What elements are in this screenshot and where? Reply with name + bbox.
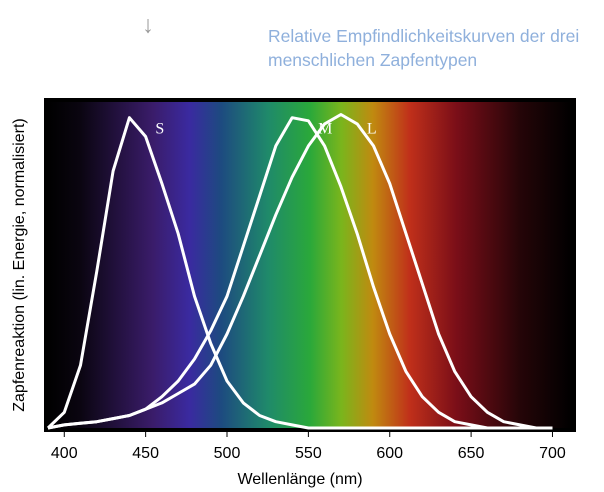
- x-tick-label: 700: [539, 445, 566, 462]
- y-axis-label: Zapfenreaktion (lin. Energie, normalisie…: [11, 118, 28, 411]
- caption: Relative Empfindlichkeitskurven der drei…: [268, 26, 580, 70]
- x-tick-label: 500: [214, 445, 241, 462]
- x-tick-label: 550: [295, 445, 322, 462]
- x-tick-label: 600: [376, 445, 403, 462]
- series-line: [46, 116, 553, 430]
- spectrum: [48, 102, 572, 428]
- x-axis-label: Wellenlänge (nm): [237, 471, 362, 488]
- series-label: M: [318, 121, 332, 138]
- series-line: [47, 113, 553, 430]
- series-label: S: [155, 121, 164, 138]
- x-tick-label: 400: [51, 445, 78, 462]
- arrow: ↓: [142, 11, 154, 38]
- x-tick-label: 650: [458, 445, 485, 462]
- x-tick-label: 450: [132, 445, 159, 462]
- series-label: L: [367, 121, 377, 138]
